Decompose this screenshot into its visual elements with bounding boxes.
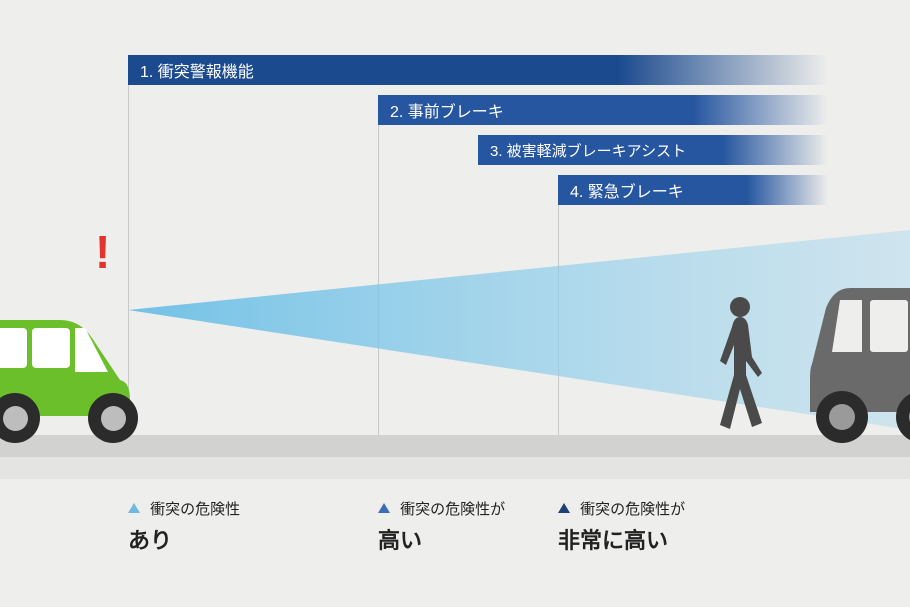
warning-text: ! <box>95 226 110 278</box>
ego-vehicle <box>0 280 135 440</box>
road-stripe-upper <box>0 435 910 457</box>
stage-label-2: 2. 事前ブレーキ <box>390 98 504 122</box>
stage-label-3: 3. 被害軽減ブレーキアシスト <box>490 140 686 161</box>
road-stripe-lower <box>0 457 910 479</box>
stage-label-1: 1. 衝突警報機能 <box>140 58 254 82</box>
lead-wheel-front <box>816 391 868 443</box>
caption-line1-2: 衝突の危険性が <box>400 501 505 518</box>
caption-2: 衝突の危険性が 高い <box>378 498 505 555</box>
caption-marker-icon <box>558 503 570 513</box>
stage-bar-4: 4. 緊急ブレーキ <box>558 175 828 205</box>
caption-1: 衝突の危険性 あり <box>128 498 240 555</box>
stage-bar-2: 2. 事前ブレーキ <box>378 95 828 125</box>
pedestrian-icon <box>712 295 772 435</box>
ego-wheel-front <box>88 393 138 443</box>
caption-line2-3: 非常に高い <box>558 523 685 555</box>
caption-line2-2: 高い <box>378 523 505 555</box>
caption-line1-1: 衝突の危険性 <box>150 501 240 518</box>
caption-line2-1: あり <box>128 523 240 555</box>
caption-marker-icon <box>128 503 140 513</box>
lead-vehicle <box>810 268 910 440</box>
warning-exclamation-icon: ! <box>95 225 110 279</box>
guide-line-2 <box>378 95 379 468</box>
guide-line-3 <box>558 175 559 468</box>
caption-line1-3: 衝突の危険性が <box>580 501 685 518</box>
stage-bar-1: 1. 衝突警報機能 <box>128 55 828 85</box>
caption-3: 衝突の危険性が 非常に高い <box>558 498 685 555</box>
caption-marker-icon <box>378 503 390 513</box>
stage-bar-3: 3. 被害軽減ブレーキアシスト <box>478 135 828 165</box>
stage-label-4: 4. 緊急ブレーキ <box>570 178 684 202</box>
